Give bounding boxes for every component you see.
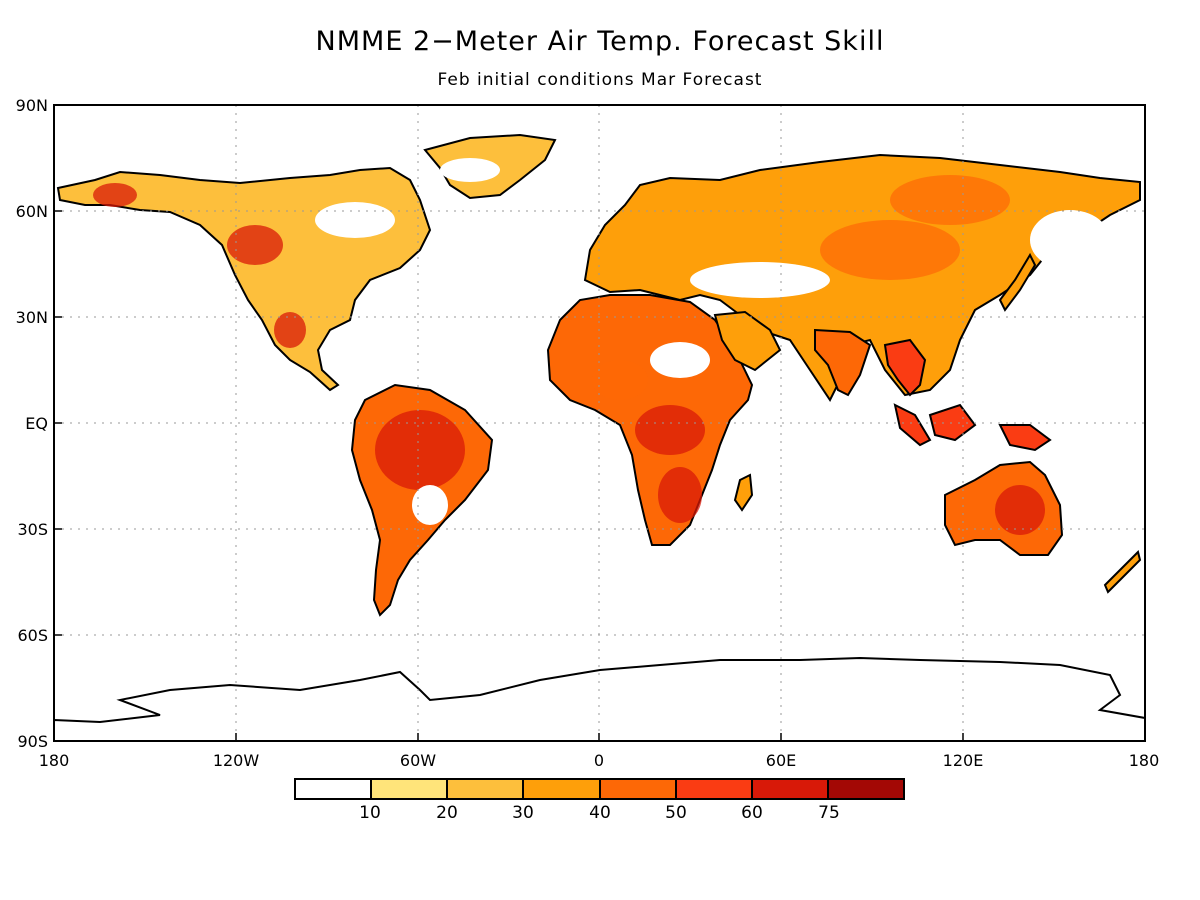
madagascar: [733, 473, 754, 512]
lon-label: 120E: [943, 751, 984, 770]
indonesia: [893, 403, 1052, 452]
colorbar-bin: [828, 780, 903, 798]
graticule: [54, 105, 1145, 741]
antarctica: [54, 656, 1145, 741]
southeast-asia: [883, 338, 927, 397]
japan: [998, 252, 1037, 312]
new-zealand: [1103, 550, 1142, 594]
lon-labels: 180 120W 60W 0 60E 120E 180: [39, 751, 1160, 770]
colorbar-bin: [296, 780, 373, 798]
ticks: [54, 104, 964, 741]
colorbar-label: 10: [359, 803, 381, 823]
lat-label: 30S: [17, 520, 48, 539]
colorbar-bin: [524, 780, 601, 798]
lat-label: 60N: [16, 202, 48, 221]
lat-label: 90N: [16, 96, 48, 115]
colorbar-bin: [600, 780, 677, 798]
colorbar-bin: [676, 780, 753, 798]
colorbar-label: 50: [665, 803, 687, 823]
india: [814, 328, 872, 397]
arabian-peninsula: [713, 310, 782, 372]
colorbar-label: 20: [436, 803, 458, 823]
skill-hotspots: [93, 158, 1110, 535]
lon-label: 60E: [766, 751, 796, 770]
colorbar-label: 60: [741, 803, 763, 823]
lon-label: 180: [39, 751, 70, 770]
colorbar: [294, 778, 905, 800]
lat-label: 60S: [17, 626, 48, 645]
colorbar-bin: [448, 780, 525, 798]
lon-label: 180: [1129, 751, 1160, 770]
lon-label: 0: [594, 751, 604, 770]
colorbar-label: 75: [818, 803, 840, 823]
lat-label: 30N: [16, 308, 48, 327]
lat-label: EQ: [25, 414, 48, 433]
colorbar-bin: [372, 780, 449, 798]
lat-labels: 90N 60N 30N EQ 30S 60S 90S: [16, 96, 48, 751]
colorbar-bin: [752, 780, 829, 798]
colorbar-label: 30: [512, 803, 534, 823]
colorbar-label: 40: [589, 803, 611, 823]
map-subtitle: Feb initial conditions Mar Forecast: [437, 70, 763, 90]
lat-label: 90S: [17, 732, 48, 751]
lon-label: 60W: [400, 751, 436, 770]
map-title: NMME 2−Meter Air Temp. Forecast Skill: [315, 26, 885, 57]
lon-label: 120W: [213, 751, 260, 770]
